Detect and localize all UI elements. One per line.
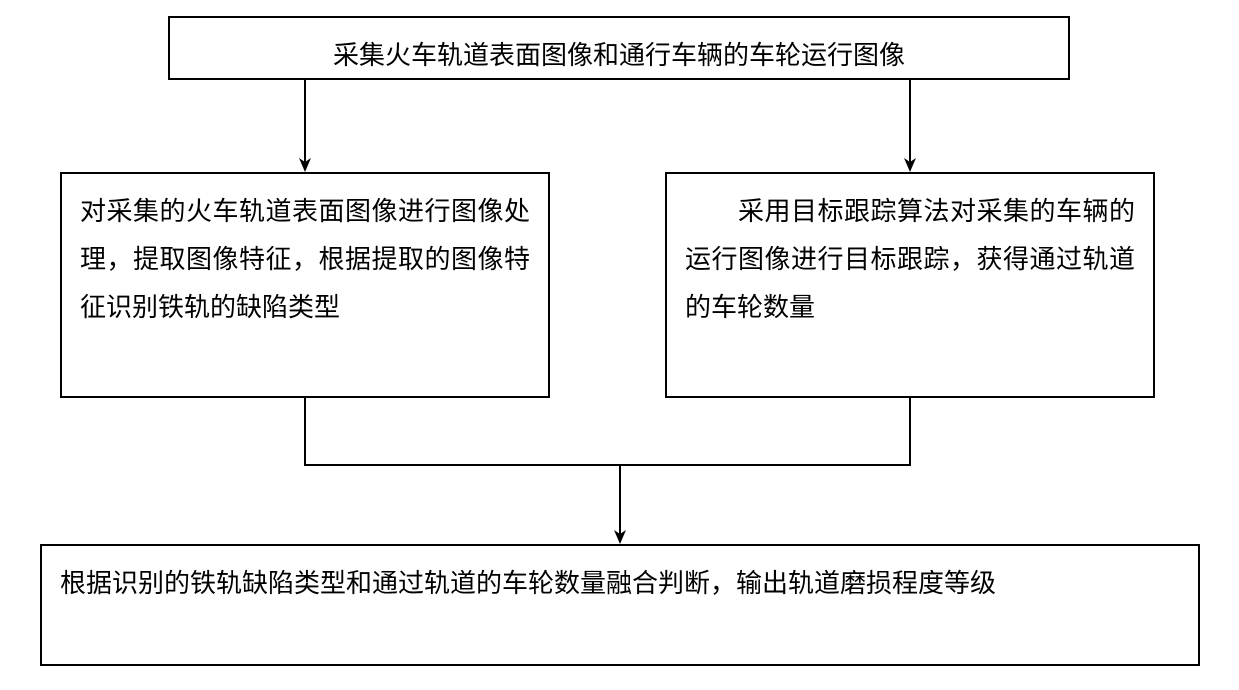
edge-n3-merge (620, 398, 910, 465)
flow-node-left: 对采集的火车轨道表面图像进行图像处理，提取图像特征，根据提取的图像特征识别铁轨的… (60, 172, 550, 398)
flow-node-text: 根据识别的铁轨缺陷类型和通过轨道的车轮数量融合判断，输出轨道磨损程度等级 (60, 569, 996, 598)
flow-node-text: 对采集的火车轨道表面图像进行图像处理，提取图像特征，根据提取的图像特征识别铁轨的… (80, 197, 530, 322)
flow-node-text: 采用目标跟踪算法对采集的车辆的运行图像进行目标跟踪，获得通过轨道的车轮数量 (685, 197, 1135, 322)
flow-node-top: 采集火车轨道表面图像和通行车辆的车轮运行图像 (168, 16, 1070, 80)
edge-n2-merge (305, 398, 620, 465)
flow-node-text: 采集火车轨道表面图像和通行车辆的车轮运行图像 (333, 41, 905, 70)
flow-node-right: 采用目标跟踪算法对采集的车辆的运行图像进行目标跟踪，获得通过轨道的车轮数量 (665, 172, 1155, 398)
flow-node-bottom: 根据识别的铁轨缺陷类型和通过轨道的车轮数量融合判断，输出轨道磨损程度等级 (40, 544, 1200, 666)
